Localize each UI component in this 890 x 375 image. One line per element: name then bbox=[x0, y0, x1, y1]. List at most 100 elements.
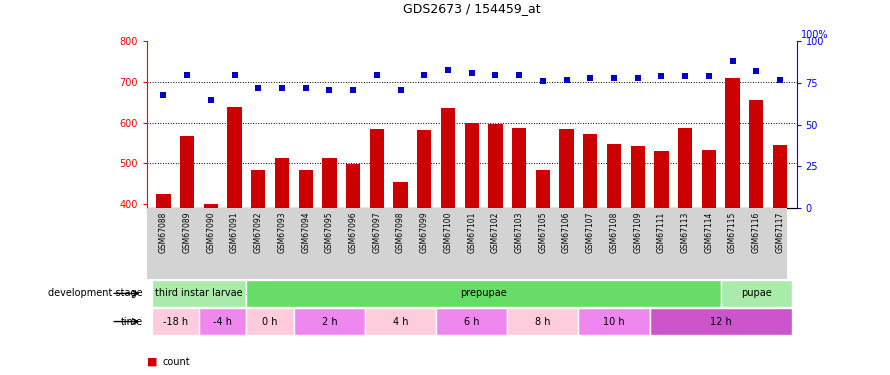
Text: 8 h: 8 h bbox=[535, 316, 551, 327]
FancyBboxPatch shape bbox=[578, 308, 650, 335]
Point bbox=[157, 92, 171, 98]
Bar bbox=[157, 194, 171, 367]
Text: GDS2673 / 154459_at: GDS2673 / 154459_at bbox=[403, 2, 540, 15]
Text: 0 h: 0 h bbox=[263, 316, 278, 327]
Text: 4 h: 4 h bbox=[392, 316, 409, 327]
Point bbox=[536, 78, 550, 84]
Text: GSM67101: GSM67101 bbox=[467, 211, 476, 253]
Point bbox=[322, 87, 336, 93]
Point bbox=[773, 76, 787, 82]
Bar bbox=[725, 78, 740, 367]
Bar bbox=[583, 134, 597, 367]
Bar bbox=[560, 129, 574, 367]
Point bbox=[749, 68, 764, 74]
Point bbox=[654, 73, 668, 79]
Text: GSM67105: GSM67105 bbox=[538, 211, 547, 253]
Point bbox=[678, 73, 692, 79]
Point bbox=[346, 87, 360, 93]
Bar bbox=[369, 129, 384, 367]
FancyBboxPatch shape bbox=[294, 308, 365, 335]
Text: GSM67111: GSM67111 bbox=[657, 211, 666, 253]
FancyBboxPatch shape bbox=[151, 308, 199, 335]
Bar bbox=[299, 170, 312, 367]
Text: 6 h: 6 h bbox=[464, 316, 480, 327]
Point bbox=[180, 72, 194, 78]
Text: GSM67116: GSM67116 bbox=[752, 211, 761, 253]
FancyBboxPatch shape bbox=[199, 308, 247, 335]
Text: -4 h: -4 h bbox=[214, 316, 232, 327]
Text: GSM67100: GSM67100 bbox=[443, 211, 452, 253]
Text: time: time bbox=[120, 316, 142, 327]
Text: GSM67109: GSM67109 bbox=[633, 211, 643, 253]
Text: GSM67095: GSM67095 bbox=[325, 211, 334, 254]
Point bbox=[630, 75, 644, 81]
Bar bbox=[512, 128, 526, 367]
Text: GSM67117: GSM67117 bbox=[775, 211, 784, 253]
Point bbox=[369, 72, 384, 78]
Point bbox=[417, 72, 432, 78]
Point bbox=[204, 97, 218, 103]
Text: GSM67103: GSM67103 bbox=[514, 211, 523, 253]
Bar bbox=[773, 145, 787, 367]
Point bbox=[701, 73, 716, 79]
Point bbox=[465, 70, 479, 76]
Text: third instar larvae: third instar larvae bbox=[155, 288, 243, 298]
Bar bbox=[204, 204, 218, 367]
Text: 2 h: 2 h bbox=[321, 316, 337, 327]
FancyBboxPatch shape bbox=[247, 280, 721, 307]
Point bbox=[251, 85, 265, 91]
Bar bbox=[465, 123, 479, 367]
Text: 10 h: 10 h bbox=[603, 316, 625, 327]
FancyBboxPatch shape bbox=[147, 208, 787, 279]
Point bbox=[489, 72, 503, 78]
Text: GSM67107: GSM67107 bbox=[586, 211, 595, 253]
Text: GSM67088: GSM67088 bbox=[159, 211, 168, 253]
Point bbox=[275, 85, 289, 91]
Text: GSM67092: GSM67092 bbox=[254, 211, 263, 253]
Text: development stage: development stage bbox=[48, 288, 142, 298]
Text: GSM67089: GSM67089 bbox=[182, 211, 191, 253]
Bar bbox=[749, 100, 764, 367]
Text: prepupae: prepupae bbox=[460, 288, 507, 298]
Text: GSM67099: GSM67099 bbox=[420, 211, 429, 254]
Text: GSM67094: GSM67094 bbox=[301, 211, 311, 254]
Bar bbox=[631, 146, 644, 367]
Text: GSM67096: GSM67096 bbox=[349, 211, 358, 254]
Bar bbox=[654, 151, 668, 367]
Text: GSM67097: GSM67097 bbox=[372, 211, 381, 254]
Point bbox=[607, 75, 621, 81]
FancyBboxPatch shape bbox=[721, 280, 792, 307]
Point bbox=[228, 72, 242, 78]
Bar bbox=[393, 182, 408, 367]
Bar bbox=[346, 164, 360, 367]
Text: GSM67098: GSM67098 bbox=[396, 211, 405, 253]
Text: count: count bbox=[163, 357, 190, 367]
Bar bbox=[607, 144, 621, 367]
Text: pupae: pupae bbox=[740, 288, 772, 298]
Bar bbox=[275, 158, 289, 367]
Bar bbox=[678, 128, 692, 367]
FancyBboxPatch shape bbox=[507, 308, 578, 335]
Bar bbox=[251, 170, 265, 367]
Text: -18 h: -18 h bbox=[163, 316, 188, 327]
Text: GSM67114: GSM67114 bbox=[704, 211, 713, 253]
Text: GSM67090: GSM67090 bbox=[206, 211, 215, 254]
Point bbox=[299, 85, 313, 91]
Bar bbox=[417, 130, 432, 367]
Bar bbox=[489, 124, 503, 367]
Bar bbox=[322, 158, 336, 367]
Point bbox=[583, 75, 597, 81]
Point bbox=[725, 58, 740, 64]
Point bbox=[512, 72, 526, 78]
Bar bbox=[180, 136, 194, 367]
FancyBboxPatch shape bbox=[650, 308, 792, 335]
Bar bbox=[441, 108, 455, 367]
FancyBboxPatch shape bbox=[365, 308, 436, 335]
Point bbox=[560, 76, 574, 82]
Text: GSM67091: GSM67091 bbox=[231, 211, 239, 253]
Text: GSM67106: GSM67106 bbox=[562, 211, 571, 253]
Text: 100%: 100% bbox=[801, 30, 829, 40]
Bar bbox=[228, 107, 242, 367]
FancyBboxPatch shape bbox=[247, 308, 294, 335]
Text: ■: ■ bbox=[147, 357, 158, 367]
